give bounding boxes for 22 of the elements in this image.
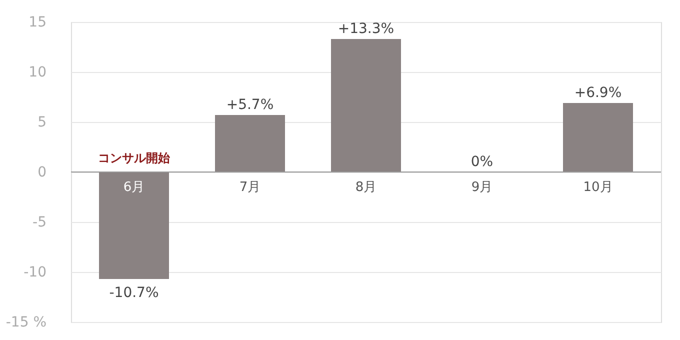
y-tick-label: 10 — [28, 64, 46, 80]
data-label: +6.9% — [574, 85, 622, 101]
bar — [563, 103, 633, 172]
data-label: -10.7% — [109, 285, 159, 301]
bar — [215, 115, 285, 172]
x-tick-label: 6月 — [123, 180, 145, 195]
x-tick-label: 10月 — [583, 180, 613, 195]
annotation: コンサル開始 — [98, 151, 171, 165]
y-tick-label: 15 — [28, 14, 46, 30]
y-tick-label: 5 — [38, 114, 46, 130]
y-tick-label: -15 % — [6, 314, 46, 330]
x-tick-label: 8月 — [355, 180, 377, 195]
data-label: +5.7% — [226, 97, 274, 113]
data-label: +13.3% — [338, 21, 394, 37]
data-label: 0% — [470, 154, 494, 170]
y-tick-label: 0 — [38, 164, 46, 180]
x-tick-label: 9月 — [471, 180, 493, 195]
bar — [99, 172, 169, 279]
bar — [331, 39, 401, 172]
y-tick-label: -5 — [32, 214, 46, 230]
y-tick-label: -10 — [24, 264, 46, 280]
x-tick-label: 7月 — [239, 180, 261, 195]
